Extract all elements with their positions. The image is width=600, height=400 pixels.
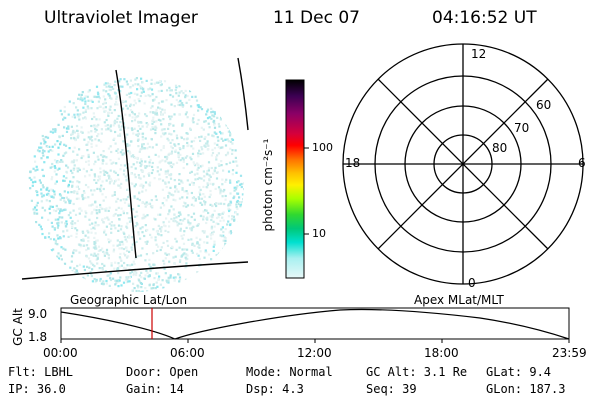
status-ip: IP: 36.0 [8, 382, 66, 396]
mlt-label-0: 0 [468, 276, 476, 290]
meridian-diag-2 [377, 78, 549, 250]
lat-label-80: 80 [492, 141, 508, 155]
ytick-9: 9.0 [28, 307, 48, 321]
status-dsp: Dsp: 4.3 [246, 382, 304, 396]
apex-caption: Apex MLat/MLT [414, 293, 504, 307]
geographic-caption: Geographic Lat/Lon [70, 293, 188, 307]
lat-label-70: 70 [514, 121, 530, 135]
instrument-title: Ultraviolet Imager [44, 8, 198, 28]
status-door: Door: Open [126, 365, 199, 379]
xtick-label-0600: 06:00 [170, 346, 205, 360]
xtick-label-0000: 00:00 [43, 346, 78, 360]
colorbar-gradient [285, 79, 305, 279]
altitude-curve [60, 308, 570, 340]
colorbar-label-100: 100 [312, 141, 333, 154]
lat-label-60: 60 [536, 98, 552, 112]
status-gain: Gain: 14 [126, 382, 184, 396]
meridian-line-2 [237, 57, 249, 131]
status-gcalt: GC Alt: 3.1 Re [366, 365, 468, 379]
status-glon: GLon: 187.3 [486, 382, 566, 396]
horizon-line [21, 261, 249, 280]
ytick-1.8: 1.8 [28, 330, 48, 344]
date-label: 11 Dec 07 [273, 8, 360, 28]
status-flt: Flt: LBHL [8, 365, 74, 379]
mlt-label-6: 6 [578, 156, 586, 170]
meridian-line-1 [115, 69, 137, 259]
xtick-label-2359: 23:59 [552, 346, 587, 360]
xtick-label-1200: 12:00 [297, 346, 332, 360]
xtick-label-1800: 18:00 [424, 346, 459, 360]
mlt-label-18: 18 [345, 156, 361, 170]
colorbar-label-10: 10 [312, 227, 326, 240]
status-glat: GLat: 9.4 [486, 365, 552, 379]
time-label: 04:16:52 UT [432, 8, 537, 28]
mlt-label-12: 12 [471, 47, 487, 61]
status-seq: Seq: 39 [366, 382, 417, 396]
status-mode: Mode: Normal [246, 365, 333, 379]
